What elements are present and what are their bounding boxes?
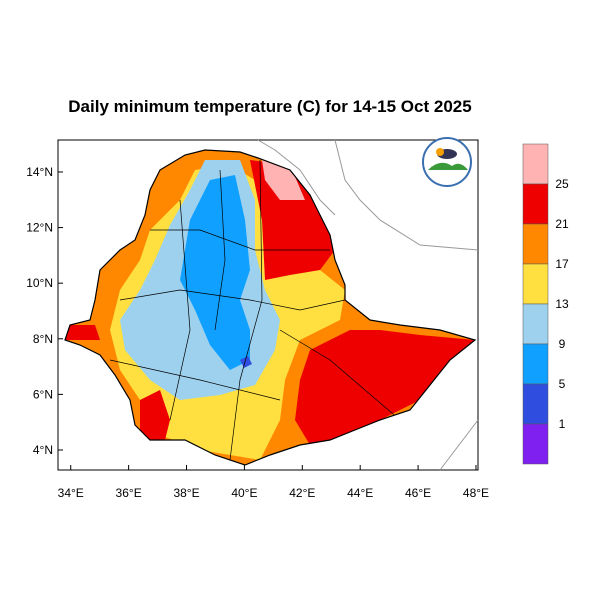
lon-tick-label: 42°E (289, 486, 315, 500)
colorbar-label: 9 (559, 337, 566, 351)
field-21-25-somali (295, 330, 475, 445)
colorbar-swatch (522, 223, 549, 265)
lat-tick-label: 10°N (26, 276, 53, 290)
lat-tick-label: 14°N (26, 165, 53, 179)
colorbar-swatch (522, 343, 549, 385)
neighbor-borders (257, 139, 479, 471)
lon-tick-label: 38°E (173, 486, 199, 500)
colorbar-label: 13 (555, 297, 569, 311)
colorbar-swatch (522, 143, 549, 185)
colorbar-swatch (522, 303, 549, 345)
colorbar-label: 25 (555, 177, 569, 191)
lat-tick-label: 4°N (33, 443, 53, 457)
colorbar-legend: 25 21 17 13 9 5 1 (522, 143, 569, 465)
lon-tick-label: 48°E (463, 486, 489, 500)
lat-tick-label: 12°N (26, 221, 53, 235)
admin-boundaries (109, 159, 401, 461)
field-1-5 (240, 356, 252, 368)
lat-tick-label: 8°N (33, 332, 53, 346)
field-21-25-gambela (65, 325, 100, 340)
colorbar-label: 5 (559, 377, 566, 391)
field-above-25 (262, 160, 305, 200)
lon-tick-label: 44°E (347, 486, 373, 500)
lon-tick-label: 34°E (58, 486, 84, 500)
colorbar-label: 21 (555, 217, 569, 231)
colorbar-swatch (522, 423, 549, 465)
lat-tick-label: 6°N (33, 387, 53, 401)
colorbar-swatch (522, 263, 549, 305)
colorbar-label: 1 (559, 417, 566, 431)
lon-tick-label: 46°E (405, 486, 431, 500)
map-title: Daily minimum temperature (C) for 14-15 … (68, 97, 472, 116)
colorbar-swatch (522, 383, 549, 425)
field-21-25-southwest (140, 390, 170, 440)
lon-tick-label: 36°E (116, 486, 142, 500)
axis-ticks: 34°E 36°E 38°E 40°E 42°E 44°E 46°E 48°E 14°N 12°N… (26, 165, 489, 500)
colorbar-swatch (522, 183, 549, 225)
colorbar-label: 17 (555, 257, 569, 271)
lon-tick-label: 40°E (231, 486, 257, 500)
logo (422, 137, 472, 187)
field-5-9 (180, 175, 250, 370)
